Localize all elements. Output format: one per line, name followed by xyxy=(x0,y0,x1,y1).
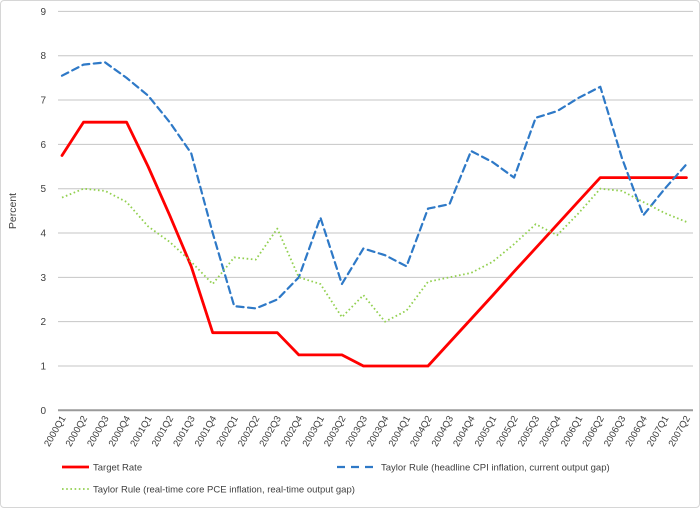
legend-label-taylor-cpi: Taylor Rule (headline CPI inflation, cur… xyxy=(381,463,610,474)
y-axis-tick-label: 7 xyxy=(40,96,46,107)
taylor-pce-line xyxy=(61,187,687,323)
y-axis-tick-label: 5 xyxy=(40,184,46,195)
y-axis-tick-label: 8 xyxy=(40,51,46,62)
y-axis-title: Percent xyxy=(7,193,19,229)
target-rate-line xyxy=(60,120,688,368)
legend-label-target-rate: Target Rate xyxy=(93,463,142,474)
y-axis-tick-label: 4 xyxy=(40,229,46,240)
y-axis-tick-label: 3 xyxy=(40,273,46,284)
y-axis-tick-label: 1 xyxy=(40,361,46,372)
y-axis-tick-label: 9 xyxy=(40,7,46,18)
taylor-cpi-line xyxy=(60,61,688,310)
y-axis-tick-label: 2 xyxy=(40,317,46,328)
y-axis-tick-label: 0 xyxy=(40,406,46,417)
legend-label-taylor-pce: Taylor Rule (real-time core PCE inflatio… xyxy=(93,485,355,496)
y-axis-tick-label: 6 xyxy=(40,140,46,151)
